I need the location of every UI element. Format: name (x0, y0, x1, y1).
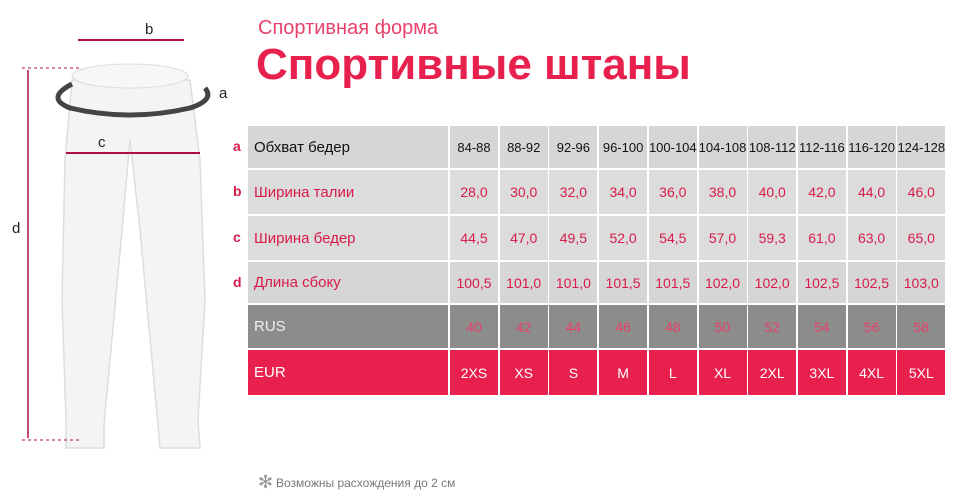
table-cell: 36,0 (648, 170, 697, 214)
row-key: a (233, 138, 241, 154)
table-cell: 49,5 (549, 216, 598, 260)
table-cell: 46 (599, 305, 648, 348)
table-cell: 96-100 (599, 126, 648, 168)
table-cell: 2XL (748, 350, 797, 395)
table-cell: 88-92 (499, 126, 548, 168)
table-cell: 101,5 (599, 262, 648, 303)
table-cell: 5XL (897, 350, 946, 395)
table-cell: 46,0 (897, 170, 946, 214)
table-cell: 116-120 (847, 126, 896, 168)
label-a: a (219, 85, 228, 102)
table-cell: 65,0 (897, 216, 946, 260)
table-cell: 30,0 (499, 170, 548, 214)
row-label: Ширина бедер (248, 216, 448, 260)
table-cell: 102,0 (698, 262, 747, 303)
table-cell: 63,0 (847, 216, 896, 260)
label-d: d (12, 220, 20, 237)
table-cell: 54,5 (648, 216, 697, 260)
table-cell: 3XL (797, 350, 846, 395)
table-cell: 34,0 (599, 170, 648, 214)
table-cell: 44 (549, 305, 598, 348)
table-cell: 84-88 (450, 126, 498, 168)
table-cell: XS (499, 350, 548, 395)
table-cell: 47,0 (499, 216, 548, 260)
table-cell: 38,0 (698, 170, 747, 214)
table-cell: 100,5 (450, 262, 498, 303)
table-cell: 54 (797, 305, 846, 348)
table-cell: 4XL (847, 350, 896, 395)
table-cell: 104-108 (698, 126, 747, 168)
table-cell: 101,5 (648, 262, 697, 303)
row-key: c (233, 229, 241, 245)
table-cell: 103,0 (897, 262, 946, 303)
row-label: Длина сбоку (248, 262, 448, 303)
table-cell: S (549, 350, 598, 395)
table-cell: 101,0 (499, 262, 548, 303)
table-cell: 2XS (450, 350, 498, 395)
table-cell: 108-112 (748, 126, 797, 168)
table-cell: 40,0 (748, 170, 797, 214)
waistband (71, 63, 189, 89)
row-label: Обхват бедер (248, 126, 448, 168)
row-label: EUR (248, 350, 448, 395)
table-cell: 50 (698, 305, 747, 348)
pants-body (61, 79, 206, 449)
table-cell: 48 (648, 305, 697, 348)
table-cell: 102,5 (847, 262, 896, 303)
table-cell: 40 (450, 305, 498, 348)
table-cell: L (648, 350, 697, 395)
table-cell: 52 (748, 305, 797, 348)
table-cell: 102,0 (748, 262, 797, 303)
table-cell: 56 (847, 305, 896, 348)
table-cell: 42 (499, 305, 548, 348)
table-cell: 61,0 (797, 216, 846, 260)
title: Спортивные штаны (256, 40, 691, 89)
table-cell: 44,0 (847, 170, 896, 214)
table-cell: 101,0 (549, 262, 598, 303)
table-cell: 52,0 (599, 216, 648, 260)
subtitle: Спортивная форма (258, 17, 439, 39)
table-cell: 57,0 (698, 216, 747, 260)
table-cell: 42,0 (797, 170, 846, 214)
table-cell: 124-128 (897, 126, 946, 168)
table-cell: 100-104 (648, 126, 697, 168)
pants-diagram: b a c d (12, 21, 228, 449)
footnote: Возможны расхождения до 2 см (276, 476, 456, 490)
table-cell: XL (698, 350, 747, 395)
table-cell: 32,0 (549, 170, 598, 214)
table-cell: 102,5 (797, 262, 846, 303)
table-cell: 28,0 (450, 170, 498, 214)
label-c: c (98, 134, 106, 151)
label-b: b (145, 21, 153, 38)
table-cell: 112-116 (797, 126, 846, 168)
asterisk-icon: ✻ (258, 472, 274, 492)
table-cell: 92-96 (549, 126, 598, 168)
arrow-a (55, 81, 211, 118)
table-cell: 58 (897, 305, 946, 348)
row-key: d (233, 273, 242, 290)
row-label: Ширина талии (248, 170, 448, 214)
row-key: b (233, 183, 242, 199)
table-cell: M (599, 350, 648, 395)
table-cell: 59,3 (748, 216, 797, 260)
row-label: RUS (248, 305, 448, 348)
table-cell: 44,5 (450, 216, 498, 260)
